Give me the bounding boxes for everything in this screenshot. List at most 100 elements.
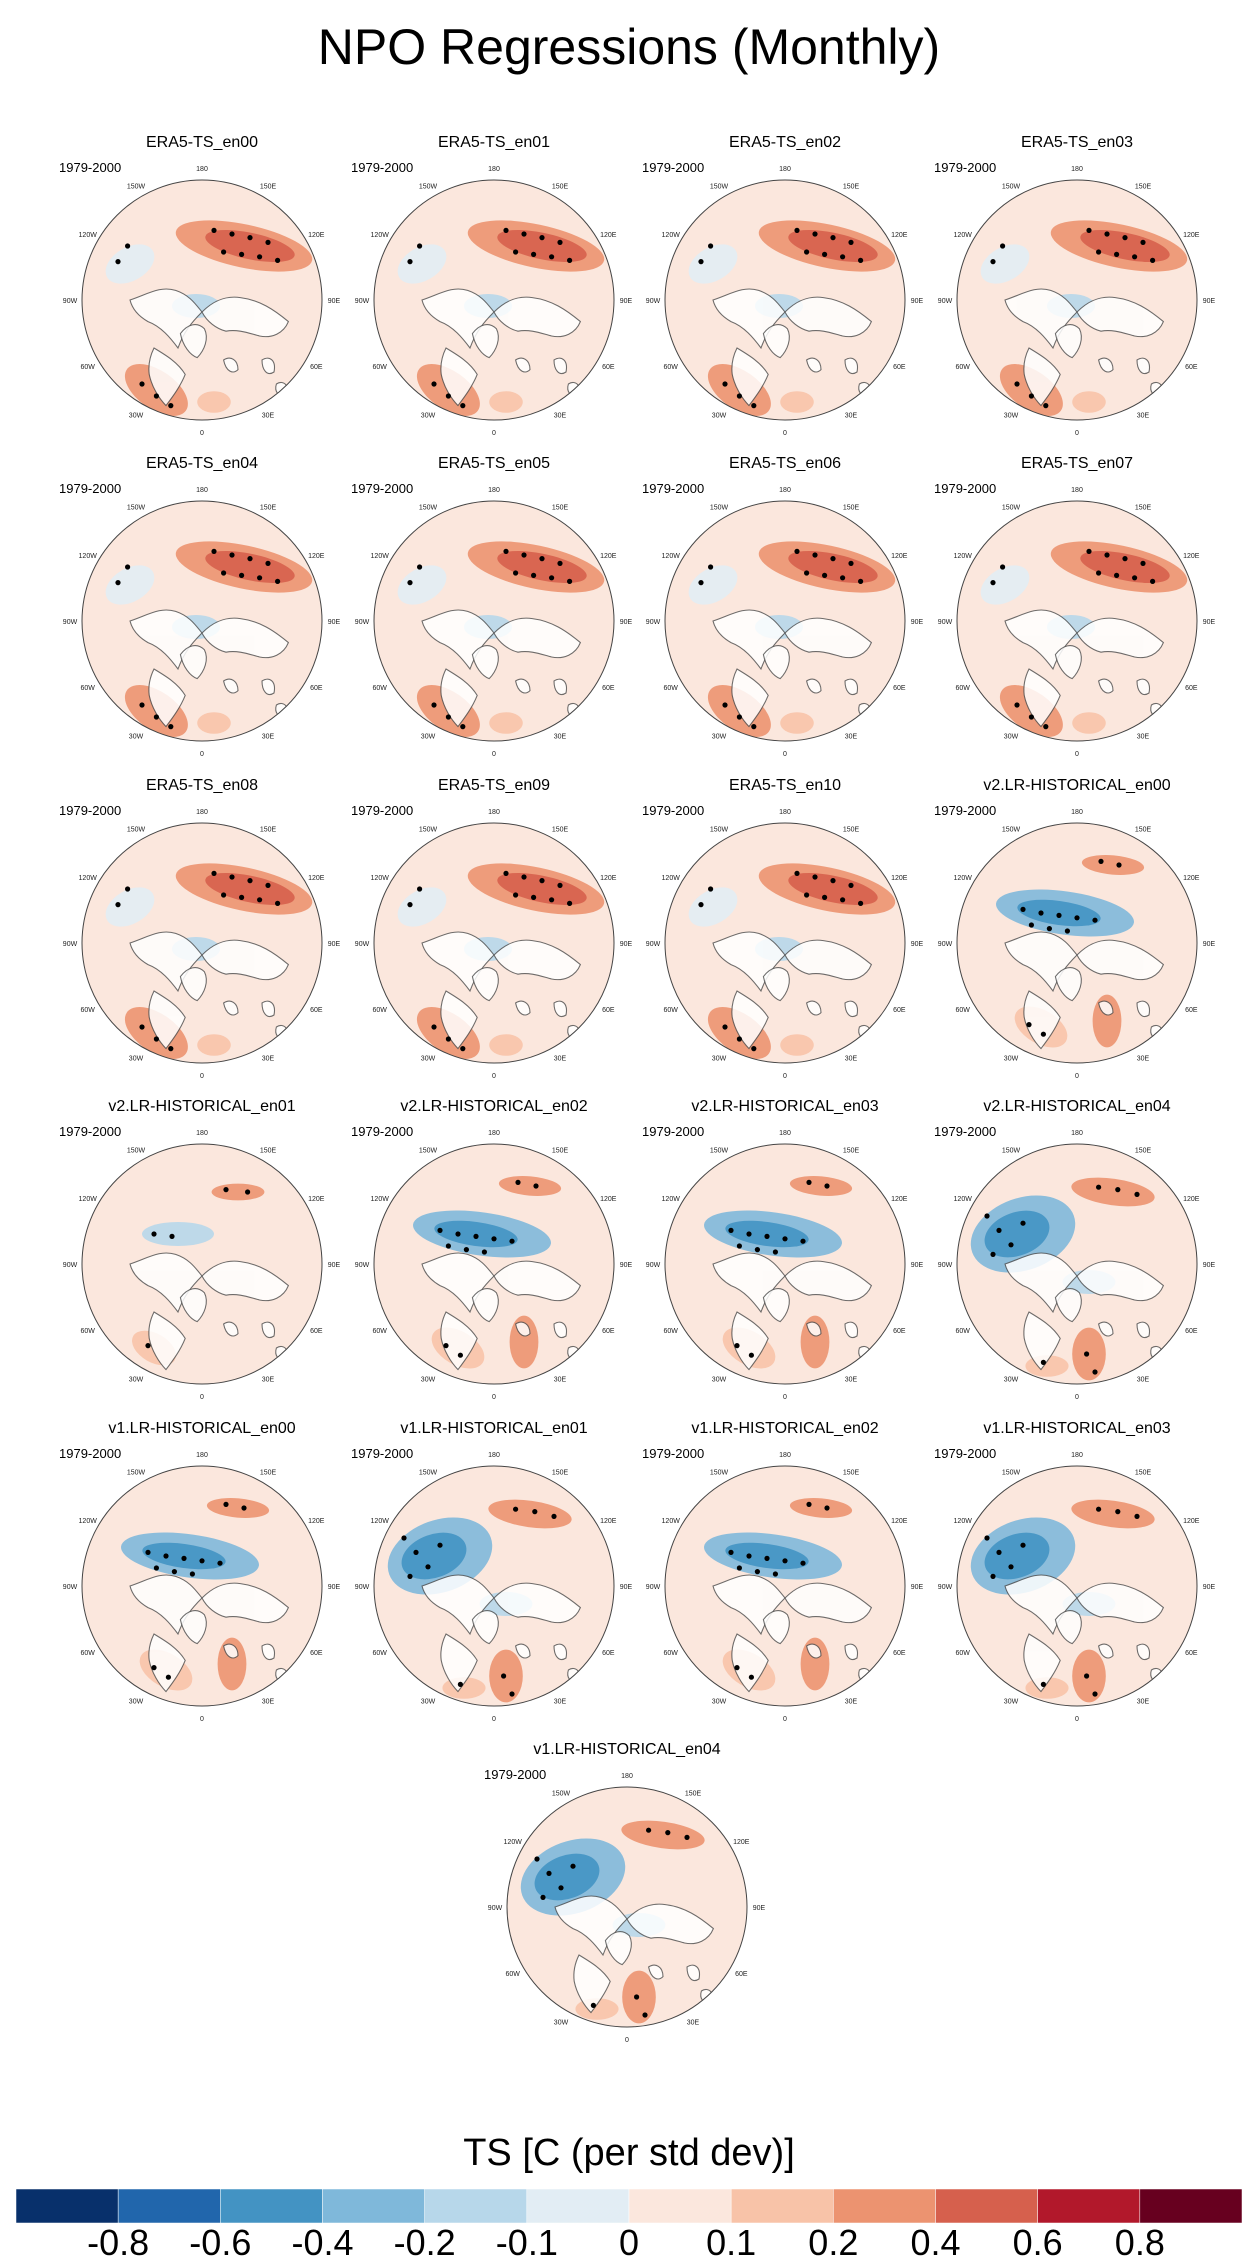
coastline: [261, 1000, 276, 1018]
longitude-label: 90W: [938, 1584, 953, 1591]
anomaly-region: [206, 1498, 270, 1518]
significance-dot: [1096, 1184, 1102, 1190]
anomaly-region: [197, 1034, 231, 1056]
significance-dot: [445, 1036, 451, 1042]
longitude-label: 180: [488, 809, 500, 816]
significance-dot: [806, 1501, 812, 1507]
longitude-label: 150E: [1135, 505, 1152, 512]
polar-map: 180 150E 120E 90E 60E 30E 0 30W 60W 90W 120W 150W: [63, 166, 341, 437]
longitude-label: 0: [1075, 1073, 1079, 1080]
longitude-label: 150E: [552, 1148, 569, 1155]
coastline: [1054, 645, 1082, 680]
anomaly-region: [1080, 229, 1170, 263]
longitude-label: 180: [1071, 487, 1083, 494]
longitude-label: 30E: [554, 1055, 567, 1062]
significance-dot: [245, 1189, 251, 1195]
coastline: [493, 1260, 582, 1302]
significance-dot: [812, 231, 818, 237]
significance-dot: [539, 556, 545, 562]
significance-dot: [804, 249, 810, 255]
significance-dot: [125, 243, 131, 249]
coastline: [731, 990, 769, 1050]
significance-dot: [1104, 552, 1110, 558]
anomaly-region: [688, 887, 738, 927]
colorbar-swatch: [16, 2189, 119, 2223]
anomaly-region: [397, 565, 447, 605]
significance-dot: [513, 892, 519, 898]
panel-title: v1.LR-HISTORICAL_en00: [108, 1420, 296, 1437]
significance-dot: [115, 259, 121, 265]
anomaly-region: [980, 244, 1030, 284]
significance-dot: [407, 580, 413, 586]
polar-map: 180 150E 120E 90E 60E 30E 0 30W 60W 90W 120W 150W: [63, 487, 341, 758]
longitude-label: 60W: [663, 1328, 678, 1335]
polar-map: 180 150E 120E 90E 60E 30E 0 30W 60W 90W 120W 150W: [355, 809, 633, 1080]
longitude-label: 60W: [372, 1007, 387, 1014]
longitude-label: 120W: [371, 1518, 390, 1525]
significance-dot: [1132, 575, 1138, 581]
anomaly-region: [105, 565, 155, 605]
map-panel: ERA5-TS_en04 180 150E 120E 90E 60E 30E 0 30W 60W 9…: [57, 455, 347, 775]
significance-dot: [460, 403, 466, 409]
significance-dot: [265, 560, 271, 566]
longitude-label: 90W: [938, 298, 953, 305]
longitude-label: 90E: [620, 619, 633, 626]
coastline: [762, 1610, 790, 1645]
map-background: [82, 1144, 322, 1384]
significance-dot: [734, 1343, 740, 1349]
longitude-label: 90W: [646, 298, 661, 305]
longitude-label: 60W: [663, 1650, 678, 1657]
significance-dot: [1122, 235, 1128, 241]
significance-dot: [540, 1894, 546, 1900]
significance-dot: [1038, 910, 1044, 916]
coastline: [440, 668, 478, 728]
longitude-label: 30E: [1137, 1376, 1150, 1383]
longitude-label: 150W: [710, 1470, 729, 1477]
longitude-label: 90W: [646, 941, 661, 948]
longitude-label: 30W: [421, 1698, 436, 1705]
longitude-label: 90E: [620, 1262, 633, 1269]
longitude-label: 120E: [600, 553, 617, 560]
longitude-label: 60E: [1185, 364, 1198, 371]
significance-dot: [165, 1674, 171, 1680]
longitude-label: 180: [196, 487, 208, 494]
map-border: [956, 1465, 1198, 1707]
significance-dot: [509, 1691, 515, 1697]
significance-dot: [698, 259, 704, 265]
longitude-label: 0: [783, 1394, 787, 1401]
longitude-label: 120W: [954, 232, 973, 239]
longitude-label: 60W: [80, 1007, 95, 1014]
significance-dot: [223, 1501, 229, 1507]
colorbar-tick-label: -0.2: [393, 2222, 456, 2263]
significance-dot: [115, 580, 121, 586]
longitude-label: 30E: [1137, 1698, 1150, 1705]
coastline: [179, 1610, 207, 1645]
longitude-label: 150W: [1002, 827, 1021, 834]
significance-dot: [858, 900, 864, 906]
longitude-label: 180: [779, 1452, 791, 1459]
colorbar-swatch: [1139, 2189, 1242, 2223]
period-label: 1979-2000: [642, 803, 705, 818]
coastline: [805, 1321, 822, 1337]
significance-dot: [532, 1509, 538, 1515]
longitude-label: 120W: [662, 875, 681, 882]
significance-dot: [822, 251, 828, 257]
period-label: 1979-2000: [351, 481, 414, 496]
colorbar-swatch: [935, 2189, 1038, 2223]
significance-dot: [1008, 1242, 1014, 1248]
longitude-label: 90W: [355, 298, 370, 305]
map-panel: v2.LR-HISTORICAL_en03 180 150E 120E 90E 60E 30…: [640, 1098, 930, 1418]
coastline: [1076, 617, 1165, 659]
anomaly-region: [489, 712, 523, 734]
longitude-label: 60E: [602, 1650, 615, 1657]
coastline: [784, 1260, 873, 1302]
coastline: [261, 357, 276, 375]
longitude-label: 90W: [355, 619, 370, 626]
significance-dot: [539, 235, 545, 241]
coastline: [471, 324, 499, 359]
panel-title: ERA5-TS_en01: [437, 134, 551, 151]
longitude-label: 150W: [1002, 184, 1021, 191]
significance-dot: [751, 403, 757, 409]
colorbar-tick-label: -0.1: [495, 2222, 558, 2263]
significance-dot: [1020, 1220, 1026, 1226]
